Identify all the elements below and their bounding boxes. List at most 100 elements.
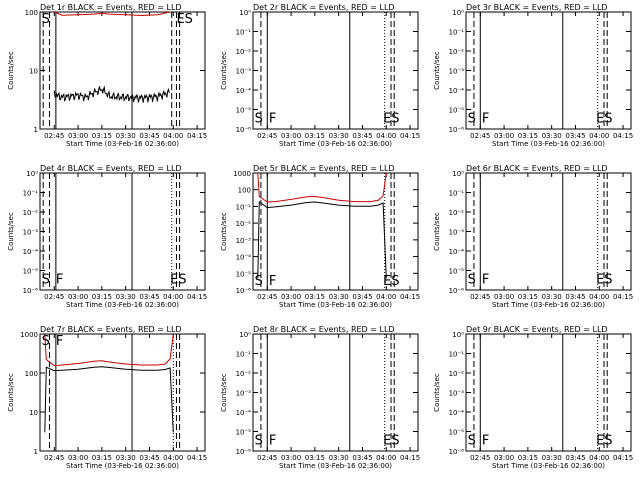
chart-title: Det 8r BLACK = Events, RED = LLD — [253, 325, 395, 334]
y-axis-label: Counts/sec — [433, 373, 441, 412]
chart-panel-5: Det 5r BLACK = Events, RED = LLD Counts/s… — [220, 164, 420, 309]
y-tick-label: 100 — [25, 9, 38, 17]
x-tick-label: 02:45 — [470, 293, 490, 301]
x-tick-label: 04:15 — [187, 132, 207, 140]
lld-series-line — [54, 11, 171, 17]
x-tick-label: 03:15 — [518, 454, 538, 462]
y-tick-label: 10⁻³ — [449, 68, 465, 76]
chart-panel-1: Det 1r BLACK = Events, RED = LLD Counts/s… — [7, 3, 207, 148]
chart-panel-9: Det 9r BLACK = Events, RED = LLD Counts/s… — [433, 325, 633, 470]
x-tick-label: 03:15 — [305, 454, 325, 462]
x-tick-label: 04:00 — [376, 454, 396, 462]
chart-title: Det 5r BLACK = Events, RED = LLD — [253, 164, 395, 173]
annotation-es: ES — [596, 111, 612, 126]
y-tick-label: 10⁰ — [452, 331, 464, 339]
annotation-es: ES — [383, 433, 399, 448]
y-tick-label: 10⁻⁵ — [236, 429, 252, 437]
chart-panel-4: Det 4r BLACK = Events, RED = LLD Counts/s… — [7, 164, 207, 309]
y-tick-label: 1 — [34, 448, 38, 456]
x-tick-label: 04:00 — [163, 454, 183, 462]
y-tick-label: 10⁻⁴ — [449, 409, 465, 417]
x-tick-label: 04:00 — [163, 293, 183, 301]
x-tick-label: 03:30 — [329, 293, 349, 301]
chart-title: Det 9r BLACK = Events, RED = LLD — [466, 325, 608, 334]
y-tick-label: 10 — [29, 409, 38, 417]
plot-frame — [39, 11, 206, 130]
annotation-s: S — [255, 111, 263, 126]
y-tick-label: 10⁰ — [452, 9, 464, 17]
x-axis-label: Start Time (03-Feb-16 02:36:00) — [66, 301, 179, 309]
chart-title: Det 6r BLACK = Events, RED = LLD — [466, 164, 608, 173]
x-axis-label: Start Time (03-Feb-16 02:36:00) — [492, 140, 605, 148]
y-tick-label: 10⁻³ — [236, 68, 252, 76]
x-tick-label: 03:00 — [494, 132, 514, 140]
y-tick-label: 10⁻¹ — [23, 190, 39, 198]
x-tick-label: 03:00 — [281, 132, 301, 140]
y-tick-label: 10⁻⁵ — [449, 429, 465, 437]
events-series-line — [44, 366, 174, 433]
y-tick-label: 1 — [34, 126, 38, 134]
x-tick-label: 04:15 — [400, 454, 420, 462]
y-tick-label: 1000 — [233, 170, 251, 178]
x-axis-label: Start Time (03-Feb-16 02:36:00) — [492, 462, 605, 470]
y-axis-label: Counts/sec — [220, 51, 228, 90]
annotation-es: ES — [383, 274, 399, 289]
x-tick-label: 03:00 — [68, 454, 88, 462]
chart-title: Det 3r BLACK = Events, RED = LLD — [466, 3, 608, 12]
chart-panel-3: Det 3r BLACK = Events, RED = LLD Counts/s… — [433, 3, 633, 148]
annotation-s: S — [468, 111, 476, 126]
x-tick-label: 02:45 — [470, 454, 490, 462]
y-tick-label: 1000 — [20, 331, 38, 339]
y-tick-label: 10⁻² — [449, 209, 465, 217]
x-tick-label: 04:15 — [613, 454, 633, 462]
y-tick-label: 10⁻² — [449, 370, 465, 378]
x-tick-label: 02:45 — [257, 132, 277, 140]
x-tick-label: 02:45 — [44, 293, 64, 301]
chart-title: Det 2r BLACK = Events, RED = LLD — [253, 3, 395, 12]
chart-panel-7: Det 7r BLACK = Events, RED = LLD Counts/s… — [7, 325, 207, 470]
y-tick-label: 10⁻⁴ — [236, 87, 252, 95]
x-tick-label: 04:00 — [589, 454, 609, 462]
y-tick-label: 100 — [238, 187, 251, 195]
y-tick-label: 10⁰ — [26, 170, 38, 178]
y-tick-label: 10⁻² — [23, 209, 39, 217]
y-tick-label: 10⁻⁶ — [449, 126, 465, 134]
plot-frame — [39, 333, 206, 452]
annotation-f: F — [269, 274, 276, 289]
y-tick-label: 10⁻⁵ — [449, 107, 465, 115]
y-tick-label: 10⁻⁶ — [23, 287, 39, 295]
annotation-es: ES — [596, 272, 612, 287]
y-tick-label: 10⁰ — [239, 9, 251, 17]
chart-title: Det 7r BLACK = Events, RED = LLD — [40, 325, 182, 334]
annotation-es: ES — [176, 12, 192, 27]
x-axis-label: Start Time (03-Feb-16 02:36:00) — [492, 301, 605, 309]
annotation-f: F — [482, 433, 489, 448]
x-axis-label: Start Time (03-Feb-16 02:36:00) — [279, 301, 392, 309]
y-tick-label: 10⁻⁵ — [236, 107, 252, 115]
x-tick-label: 04:00 — [376, 293, 396, 301]
annotation-es: ES — [596, 433, 612, 448]
x-tick-label: 03:00 — [494, 454, 514, 462]
y-tick-label: 10⁻¹ — [449, 351, 465, 359]
y-axis-label: Counts/sec — [7, 373, 15, 412]
x-tick-label: 04:15 — [187, 454, 207, 462]
x-tick-label: 03:45 — [565, 454, 585, 462]
x-tick-label: 03:45 — [565, 132, 585, 140]
annotation-es: ES — [170, 272, 186, 287]
x-tick-label: 03:00 — [281, 454, 301, 462]
annotation-f: F — [269, 111, 276, 126]
annotation-s: S — [42, 272, 50, 287]
y-axis-label: Counts/sec — [220, 373, 228, 412]
annotation-f: F — [269, 433, 276, 448]
y-tick-label: 10⁻¹ — [449, 29, 465, 37]
x-tick-label: 03:45 — [352, 132, 372, 140]
x-tick-label: 04:00 — [589, 132, 609, 140]
y-tick-label: 10⁻⁶ — [449, 448, 465, 456]
annotation-s: S — [255, 433, 263, 448]
y-tick-label: 10⁻² — [236, 370, 252, 378]
x-tick-label: 02:45 — [470, 132, 490, 140]
x-tick-label: 03:30 — [542, 132, 562, 140]
y-tick-label: 10⁻⁶ — [236, 448, 252, 456]
x-tick-label: 03:15 — [92, 454, 112, 462]
y-tick-label: 10⁻⁵ — [236, 270, 252, 278]
